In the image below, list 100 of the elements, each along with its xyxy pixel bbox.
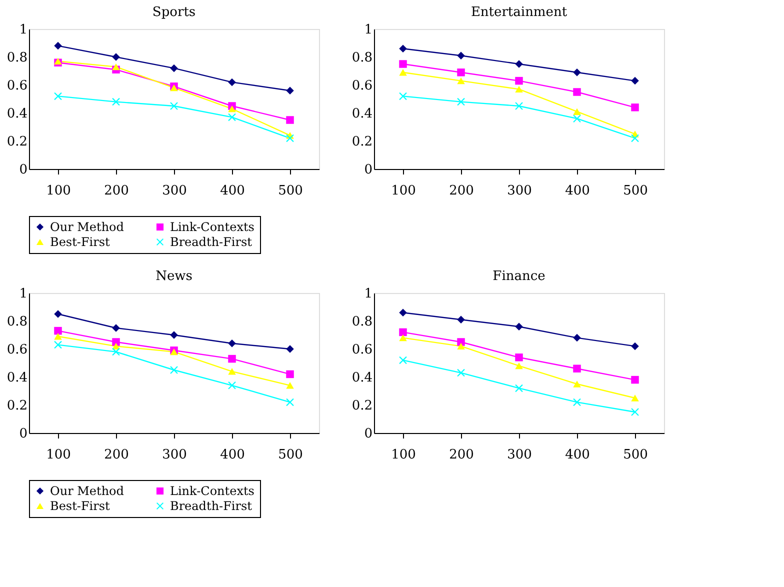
- y-tick-label: 0.8: [6, 50, 28, 66]
- chart-title: News: [156, 269, 192, 284]
- point: [54, 333, 62, 340]
- y-tick-label: 0.8: [6, 314, 28, 330]
- y-tick-label: 0.2: [6, 134, 28, 150]
- point: [631, 342, 639, 350]
- point: [228, 382, 236, 390]
- x-tick-label: 500: [623, 184, 648, 198]
- point: [457, 342, 465, 350]
- point: [170, 64, 178, 72]
- point: [228, 368, 236, 375]
- point: [54, 340, 62, 349]
- point: [54, 42, 62, 50]
- point: [573, 334, 581, 342]
- y-tick-label: 0.4: [6, 370, 28, 386]
- y-tick-label: 1: [19, 22, 28, 38]
- point: [515, 384, 523, 392]
- point: [112, 338, 120, 346]
- point: [457, 316, 465, 324]
- point: [631, 408, 639, 416]
- point: [170, 331, 178, 339]
- point: [170, 366, 178, 374]
- y-tick-label: 0.8: [352, 314, 372, 330]
- point: [631, 104, 639, 112]
- point: [399, 328, 407, 336]
- point: [573, 398, 581, 406]
- y-tick-label: 0: [19, 162, 28, 178]
- legend-label: Our Method: [50, 484, 124, 498]
- x-tick-label: 200: [449, 184, 474, 198]
- legend-label: Breadth-First: [170, 499, 252, 513]
- y-tick-label: 0.4: [352, 370, 372, 386]
- legend-label: Breadth-First: [170, 235, 252, 249]
- point: [631, 394, 639, 402]
- x-tick-label: 400: [565, 448, 590, 462]
- point: [515, 76, 523, 85]
- y-tick-label: 0.6: [352, 78, 372, 94]
- point: [286, 370, 294, 378]
- point: [515, 60, 523, 68]
- legend-label: Best-First: [50, 499, 110, 513]
- y-tick-label: 0.2: [352, 134, 372, 150]
- y-tick-label: 1: [364, 22, 372, 38]
- point: [112, 53, 120, 61]
- point: [112, 348, 120, 356]
- point: [228, 105, 236, 112]
- point: [515, 354, 523, 362]
- point: [286, 398, 294, 406]
- point: [631, 76, 639, 85]
- y-tick-label: 0: [364, 426, 372, 442]
- x-tick-label: 300: [162, 448, 187, 462]
- x-tick-label: 400: [220, 448, 245, 462]
- x-tick-label: 300: [507, 184, 532, 198]
- y-tick-label: 0.4: [6, 106, 28, 122]
- y-tick-label: 0: [19, 426, 28, 442]
- point: [457, 338, 465, 346]
- legend-label: Our Method: [50, 220, 124, 234]
- point: [54, 326, 62, 335]
- point: [457, 368, 465, 377]
- point: [515, 322, 523, 330]
- point: [112, 324, 120, 332]
- y-tick-label: 0.6: [352, 342, 372, 358]
- y-tick-label: 0.4: [352, 106, 372, 122]
- point: [399, 308, 407, 316]
- chart-title: Sports: [152, 5, 196, 20]
- y-tick-label: 1: [19, 286, 28, 302]
- point: [457, 77, 465, 84]
- x-tick-label: 100: [46, 184, 71, 198]
- point: [54, 310, 62, 318]
- x-tick-label: 500: [278, 448, 303, 462]
- point: [54, 92, 62, 100]
- point: [286, 382, 294, 389]
- point: [573, 68, 581, 76]
- point: [399, 60, 407, 68]
- x-tick-label: 200: [449, 448, 474, 462]
- y-tick-label: 0: [364, 162, 372, 178]
- point: [399, 356, 407, 364]
- point: [573, 114, 581, 122]
- x-tick-label: 500: [623, 448, 648, 462]
- point: [515, 86, 523, 93]
- x-tick-label: 200: [104, 448, 129, 462]
- x-tick-label: 100: [391, 448, 416, 462]
- legend-label: Link-Contexts: [170, 220, 254, 234]
- point: [515, 102, 523, 110]
- point: [573, 88, 581, 96]
- point: [573, 108, 581, 115]
- legend-label: Best-First: [50, 235, 110, 249]
- point: [457, 98, 465, 106]
- point: [399, 69, 407, 76]
- point: [228, 113, 236, 122]
- x-tick-label: 300: [162, 184, 187, 198]
- x-tick-label: 400: [565, 184, 590, 198]
- y-tick-label: 0.6: [6, 342, 28, 358]
- x-tick-label: 100: [391, 184, 416, 198]
- legend-label: Link-Contexts: [170, 484, 254, 498]
- point: [573, 364, 581, 372]
- y-tick-label: 0.6: [6, 78, 28, 94]
- x-tick-label: 400: [220, 184, 245, 198]
- point: [399, 92, 407, 100]
- point: [286, 86, 294, 94]
- chart-title: Entertainment: [470, 5, 568, 20]
- point: [228, 340, 236, 348]
